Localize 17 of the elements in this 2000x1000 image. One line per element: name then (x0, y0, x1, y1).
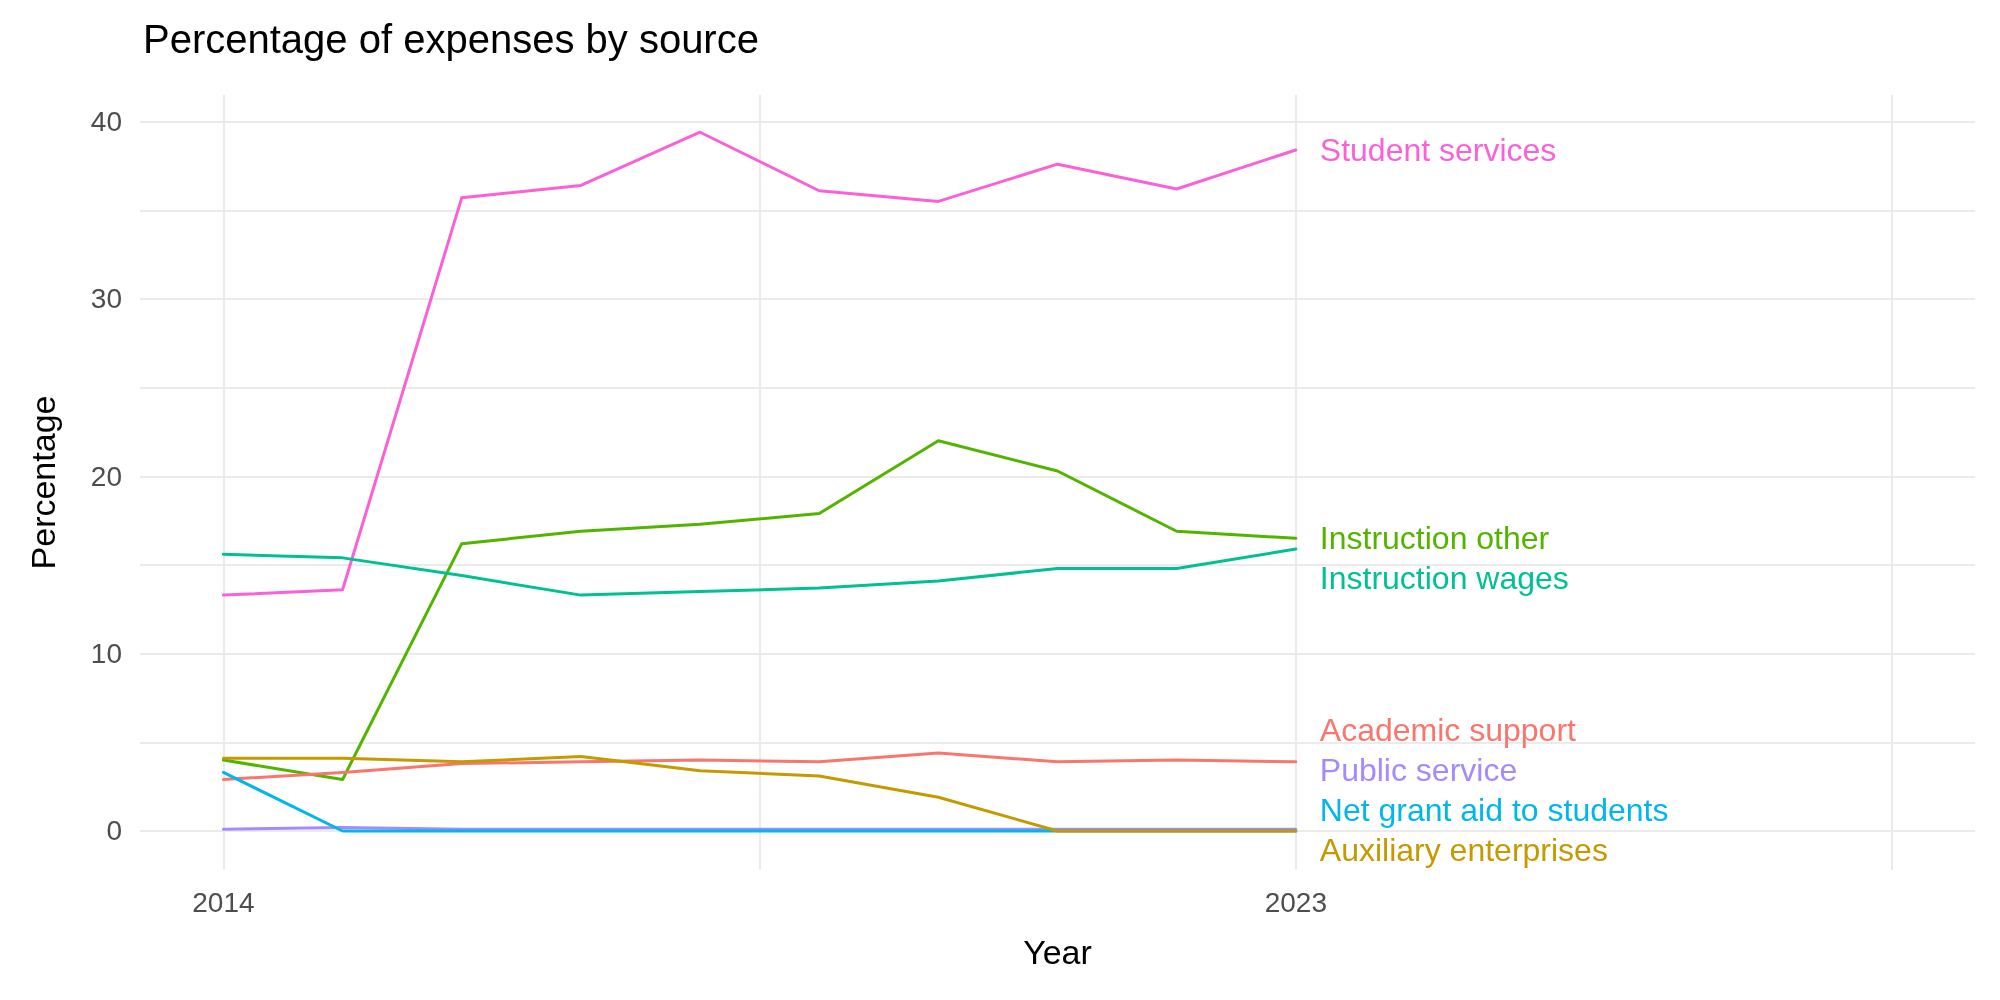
series-label: Academic support (1319, 712, 1577, 748)
y-tick-label: 0 (106, 815, 122, 847)
x-tick-label: 2023 (1264, 886, 1327, 918)
x-axis-title: Year (1023, 933, 1092, 971)
series-label: Student services (1319, 131, 1557, 168)
series-label: Instruction wages (1319, 560, 1569, 597)
series-label: Public service (1319, 752, 1518, 788)
chart-title: Percentage of expenses by source (143, 17, 759, 61)
series-label: Net grant aid to students (1319, 792, 1669, 828)
y-tick-label: 10 (90, 638, 122, 670)
series-label: Auxiliary enterprises (1319, 832, 1608, 868)
y-tick-label: 40 (90, 106, 122, 138)
x-tick-label: 2014 (192, 886, 255, 918)
y-tick-label: 30 (90, 283, 122, 315)
y-tick-label: 20 (90, 460, 122, 492)
y-axis-title: Percentage (24, 395, 62, 570)
series-label: Instruction other (1319, 520, 1550, 557)
